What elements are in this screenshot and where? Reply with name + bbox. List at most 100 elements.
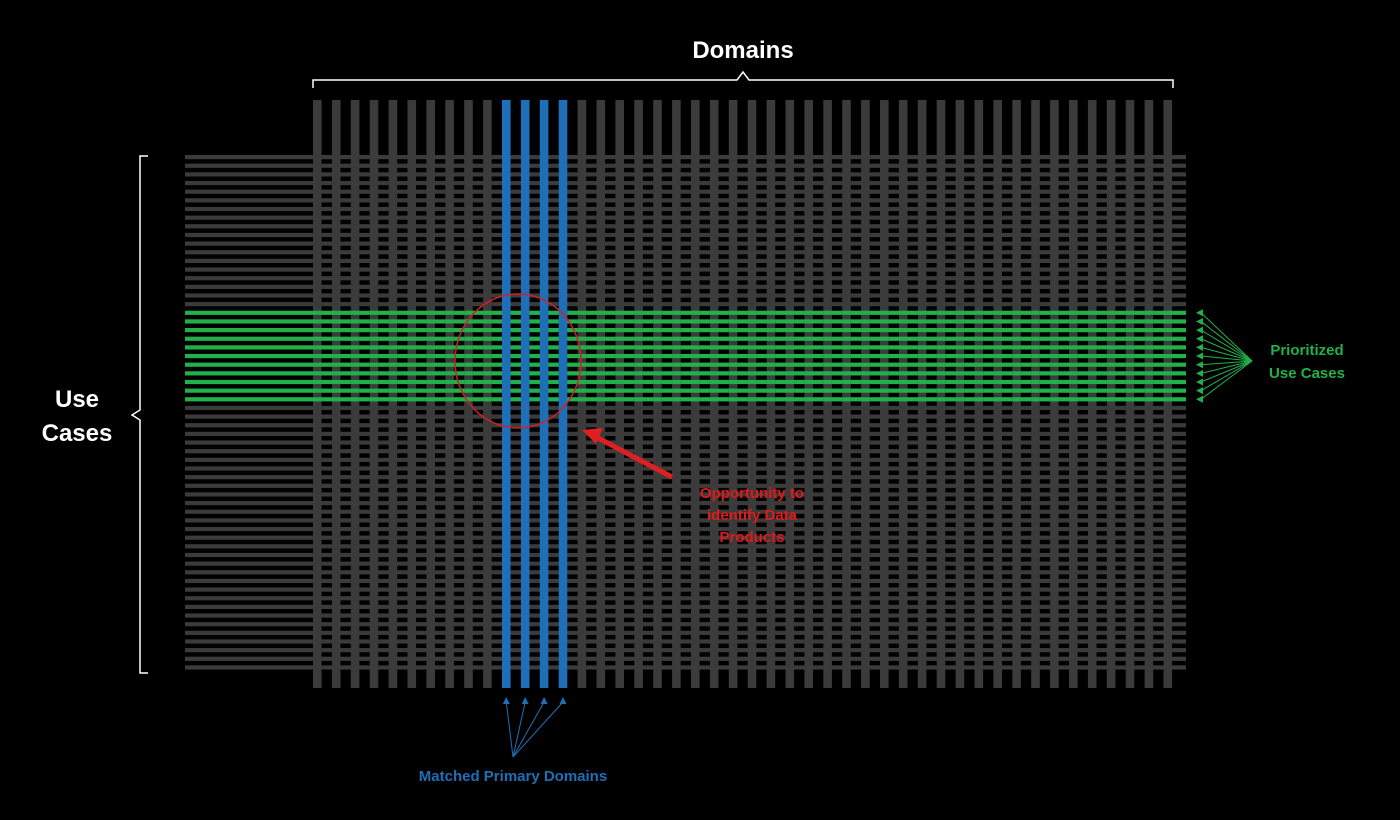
prioritized-cell [766, 371, 776, 376]
use-case-row [185, 293, 1186, 298]
prioritized-cell [823, 336, 832, 341]
prioritized-cell [672, 379, 681, 385]
prioritized-cell [936, 388, 946, 393]
prioritized-cell [1069, 328, 1078, 333]
prioritized-cell [426, 397, 435, 402]
prioritized-cell [426, 310, 435, 315]
prioritized-cell [464, 371, 473, 376]
domain-column [936, 100, 946, 688]
prioritized-cell [1125, 328, 1135, 333]
prioritized-cell [483, 371, 492, 376]
domain-column [861, 100, 870, 688]
prioritized-cell [709, 371, 719, 376]
prioritized-cell [634, 319, 643, 324]
prioritized-cell [728, 328, 738, 333]
prioritized-cell [313, 328, 322, 333]
use-case-row [185, 518, 1186, 523]
opportunity-circle [454, 293, 582, 429]
prioritized-cell [917, 328, 927, 333]
domain-column [785, 100, 795, 688]
prioritized-cell [747, 328, 757, 333]
prioritized-use-case-row [185, 371, 1186, 376]
prioritized-cell [842, 371, 851, 376]
prioritized-cell [445, 388, 454, 393]
prioritized-cell [1144, 310, 1154, 315]
matched-arrow-head [502, 697, 510, 704]
prioritized-cell [653, 353, 662, 359]
prioritized-cell [483, 353, 492, 359]
opportunity-label-line3: Products [719, 529, 784, 546]
prioritized-cell [880, 397, 889, 402]
prioritized-cell [331, 310, 341, 315]
use-case-row [185, 648, 1186, 653]
prioritized-cell [1163, 353, 1173, 359]
prioritized-cell [842, 397, 851, 402]
prioritized-cell [842, 336, 851, 341]
domain-column [728, 100, 738, 688]
prioritized-cell [993, 353, 1002, 359]
use-case-row [185, 604, 1186, 609]
prioritized-cell [993, 328, 1002, 333]
prioritized-label-line1: Prioritized [1270, 342, 1343, 359]
prioritized-cell [350, 388, 360, 393]
domain-column [766, 100, 776, 688]
prioritized-cell [634, 353, 643, 359]
opportunity-arrow-shaft [596, 435, 674, 480]
prioritized-cell [993, 319, 1002, 324]
prioritized-cell [313, 379, 322, 385]
prioritized-cell [955, 319, 965, 324]
prioritized-cell [445, 353, 454, 359]
domain-column [672, 100, 681, 688]
prioritized-cell [955, 388, 965, 393]
prioritized-cell [653, 310, 662, 315]
prioritized-cell [1050, 319, 1059, 324]
prioritized-cell [350, 397, 360, 402]
prioritized-cell [842, 379, 851, 385]
prioritized-cell [1069, 388, 1078, 393]
prioritized-cell [388, 310, 398, 315]
prioritized-cell [577, 362, 587, 367]
matched-arrow-head [559, 697, 567, 704]
prioritized-cell [331, 397, 341, 402]
prioritized-cell [823, 328, 832, 333]
domain-column [1163, 100, 1173, 688]
prioritized-cell [955, 310, 965, 315]
prioritized-cell [1163, 328, 1173, 333]
use-case-row [185, 431, 1186, 436]
prioritized-cell [388, 319, 398, 324]
prioritized-arrow-line [1200, 360, 1253, 366]
prioritized-cell [388, 353, 398, 359]
prioritized-cell [1106, 353, 1116, 359]
domain-column [369, 100, 379, 688]
prioritized-cell [426, 345, 435, 350]
prioritized-cell [615, 345, 624, 350]
prioritized-use-case-row [185, 310, 1186, 315]
prioritized-cell [993, 379, 1002, 385]
prioritized-cell [974, 362, 984, 367]
prioritized-cell [709, 336, 719, 341]
prioritized-use-case-row [185, 319, 1186, 324]
prioritized-cell [331, 336, 341, 341]
prioritized-cell [464, 310, 473, 315]
domain-column [842, 100, 851, 688]
prioritized-cell [1087, 310, 1097, 315]
prioritized-cell [728, 397, 738, 402]
prioritized-cell [974, 388, 984, 393]
prioritized-cell [672, 328, 681, 333]
prioritized-cell [974, 371, 984, 376]
prioritized-arrow-head [1196, 361, 1203, 369]
domain-column [898, 100, 908, 688]
matched-domains-label: Matched Primary Domains [419, 768, 607, 785]
domain-column [407, 100, 417, 688]
prioritized-cell [898, 345, 908, 350]
prioritized-cell [1031, 353, 1040, 359]
prioritized-cell [936, 328, 946, 333]
prioritized-cell [1031, 379, 1040, 385]
prioritized-cell [936, 353, 946, 359]
prioritized-cell [917, 319, 927, 324]
prioritized-cell [861, 328, 870, 333]
prioritized-cell [369, 310, 379, 315]
domain-column [483, 100, 492, 688]
matched-arrow-line [512, 701, 564, 758]
prioritized-cell [1163, 379, 1173, 385]
